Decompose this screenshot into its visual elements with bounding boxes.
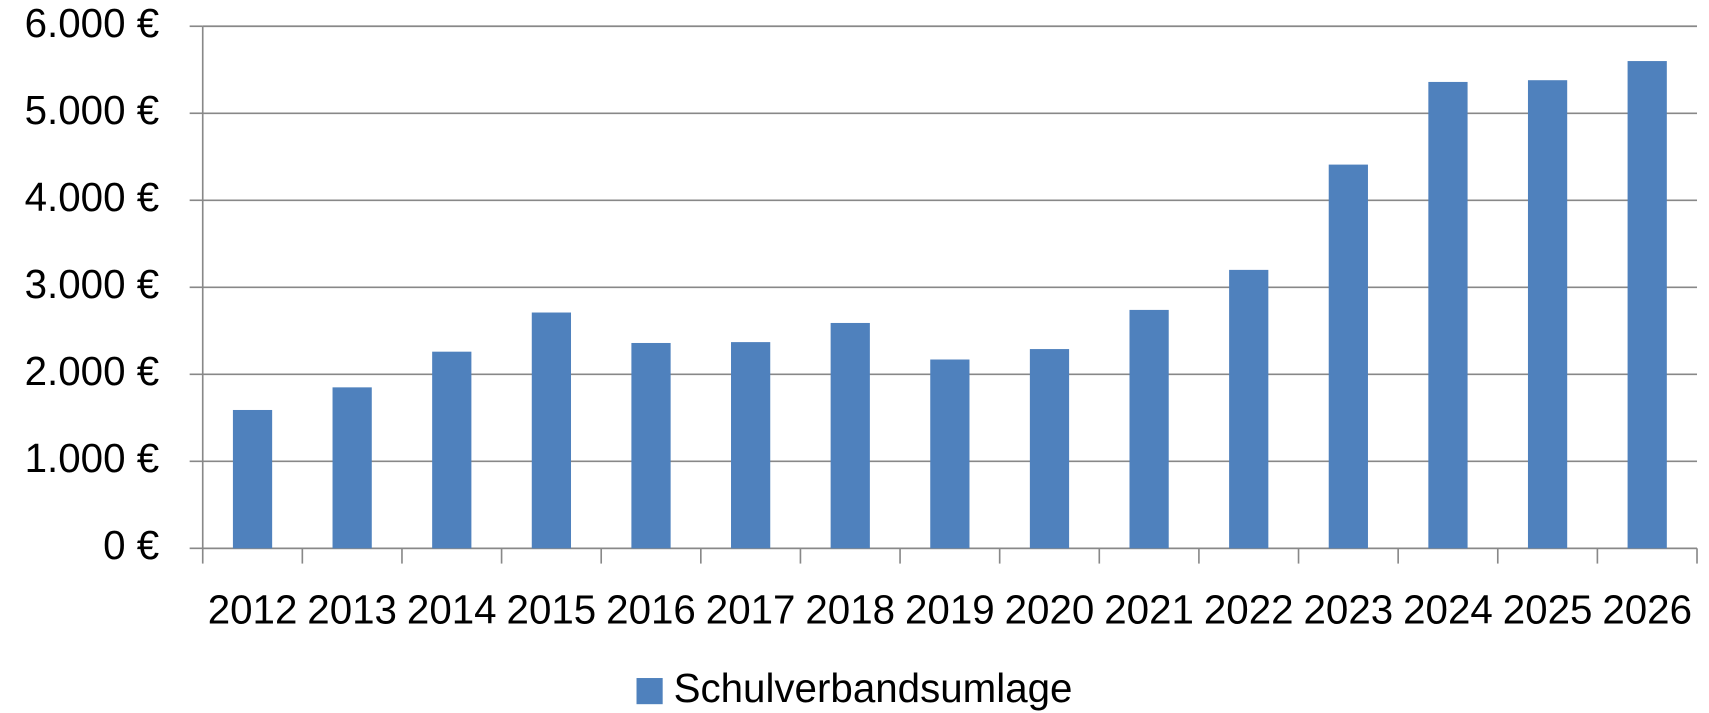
bar bbox=[930, 359, 970, 549]
y-tick-label: 1.000 € bbox=[25, 435, 160, 481]
bar bbox=[232, 409, 273, 549]
x-tick-label: 2023 bbox=[1304, 586, 1394, 632]
x-tick-label: 2013 bbox=[307, 586, 397, 632]
x-tick-label: 2019 bbox=[905, 586, 995, 632]
bar bbox=[830, 322, 870, 549]
x-tick-label: 2026 bbox=[1602, 586, 1692, 632]
y-tick-label: 3.000 € bbox=[25, 261, 160, 307]
x-tick-label: 2025 bbox=[1503, 586, 1593, 632]
bar bbox=[1428, 81, 1468, 549]
x-tick-label: 2020 bbox=[1005, 586, 1095, 632]
y-tick-label: 4.000 € bbox=[25, 174, 160, 220]
bar bbox=[1627, 61, 1667, 549]
x-tick-label: 2022 bbox=[1204, 586, 1294, 632]
x-tick-label: 2017 bbox=[706, 586, 796, 632]
x-tick-label: 2018 bbox=[805, 586, 895, 632]
bar bbox=[1229, 269, 1269, 549]
y-tick-label: 2.000 € bbox=[25, 348, 160, 394]
x-tick-label: 2012 bbox=[208, 586, 298, 632]
bar bbox=[332, 387, 372, 549]
bar bbox=[1129, 309, 1169, 549]
bar bbox=[432, 351, 472, 549]
y-tick-label: 0 € bbox=[103, 522, 159, 568]
y-tick-label: 5.000 € bbox=[25, 87, 160, 133]
legend-swatch bbox=[636, 678, 663, 705]
bar bbox=[1328, 164, 1368, 549]
x-tick-label: 2015 bbox=[507, 586, 597, 632]
x-tick-label: 2016 bbox=[606, 586, 696, 632]
bar bbox=[1527, 80, 1568, 549]
bar bbox=[1029, 349, 1070, 549]
x-tick-label: 2024 bbox=[1403, 586, 1493, 632]
y-tick-label: 6.000 € bbox=[25, 0, 160, 46]
x-tick-label: 2014 bbox=[407, 586, 497, 632]
bar bbox=[731, 342, 771, 549]
x-tick-label: 2021 bbox=[1104, 586, 1194, 632]
bar bbox=[531, 312, 572, 549]
bar bbox=[631, 342, 671, 549]
legend-label: Schulverbandsumlage bbox=[674, 665, 1073, 711]
